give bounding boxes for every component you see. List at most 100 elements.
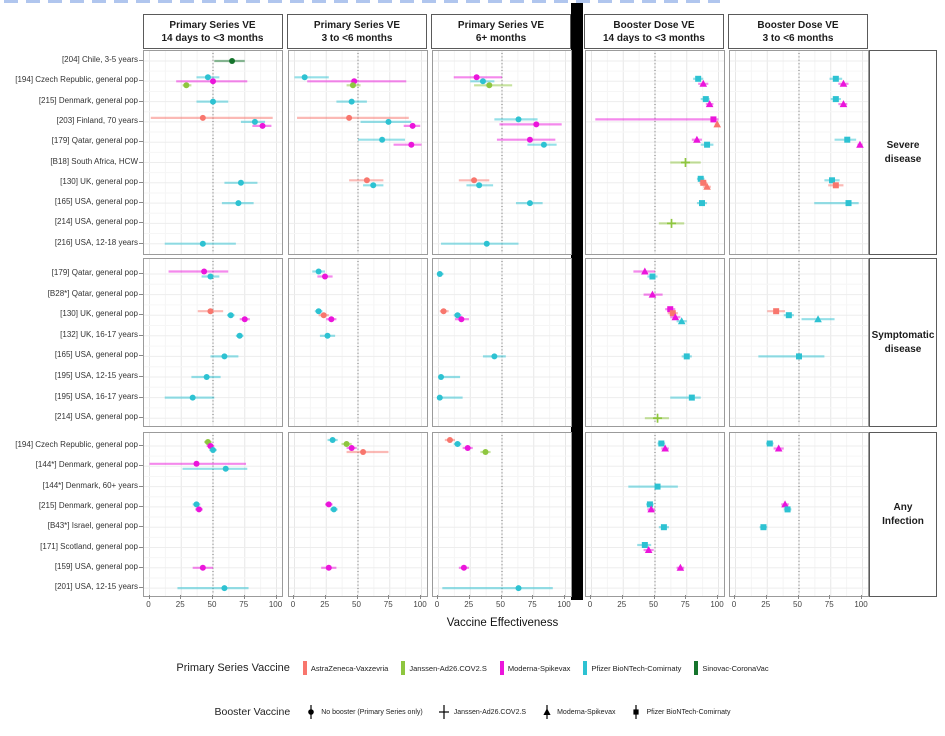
study-label: [B43*] Israel, general pop <box>47 521 138 531</box>
data-point <box>785 312 792 319</box>
panel-plot <box>585 433 724 596</box>
x-tick-label: 100 <box>854 600 868 609</box>
y-tick-mark <box>139 505 143 507</box>
square-glyph-icon <box>633 705 640 719</box>
data-point <box>301 74 308 81</box>
study-label: [130] UK, general pop <box>60 309 138 319</box>
study-label: [165] USA, general pop <box>54 197 138 207</box>
data-point <box>648 273 655 280</box>
data-point <box>832 75 839 82</box>
panel-header-p2: Primary Series VE 3 to <6 months <box>287 14 427 49</box>
data-point <box>348 98 355 105</box>
study-label: [195] USA, 12-15 years <box>54 371 138 380</box>
y-tick-mark <box>139 293 143 295</box>
data-point <box>221 353 228 360</box>
x-tick-label: 50 <box>352 600 361 609</box>
data-point <box>378 136 385 143</box>
panel-plot <box>432 259 571 426</box>
study-label: [203] Finland, 70 years <box>56 115 138 125</box>
data-point <box>832 182 839 189</box>
y-tick-mark <box>139 242 143 244</box>
x-tick-label: 50 <box>496 600 505 609</box>
data-point <box>409 122 416 129</box>
data-point <box>196 506 203 513</box>
booster-legend: Booster Vaccine No booster (Primary Seri… <box>0 703 945 721</box>
data-point <box>210 447 216 453</box>
panel-2-p1 <box>143 432 283 597</box>
primary-legend-entry: Pfizer BioNTech-Comirnaty <box>583 661 681 675</box>
data-point <box>839 79 847 87</box>
x-tick-mark <box>590 595 591 599</box>
data-point <box>483 240 490 247</box>
data-point <box>795 353 802 360</box>
panel-header-b1: Booster Dose VE 14 days to <3 months <box>584 14 724 49</box>
legend-label: Pfizer BioNTech-Comirnaty <box>646 708 731 716</box>
panel-plot <box>288 51 427 254</box>
data-point <box>193 460 200 467</box>
x-tick-label: 0 <box>434 600 440 609</box>
y-tick-mark <box>139 396 143 398</box>
data-point <box>475 182 482 189</box>
primary-series-legend: Primary Series Vaccine AstraZeneca-Vaxze… <box>0 661 945 675</box>
data-point <box>702 182 711 190</box>
data-point <box>229 58 236 64</box>
x-tick-label: 0 <box>290 600 296 609</box>
data-point <box>654 483 661 490</box>
data-point <box>540 141 547 148</box>
x-tick-mark <box>532 595 534 599</box>
x-tick-mark <box>829 595 831 599</box>
data-point <box>207 273 214 280</box>
data-point <box>454 312 461 319</box>
data-point <box>349 82 356 89</box>
data-point <box>345 114 352 121</box>
primary-legend-entry: Moderna-Spikevax <box>499 661 570 675</box>
x-tick-label: 100 <box>268 600 283 609</box>
data-point <box>692 135 701 143</box>
x-tick-label: 100 <box>413 600 427 609</box>
booster-legend-entry: Moderna-Spikevax <box>541 703 615 721</box>
data-point <box>485 82 492 89</box>
study-label: [194] Czech Republic, general pop <box>15 440 138 449</box>
x-tick-label: 25 <box>761 600 771 609</box>
x-tick-label: 25 <box>320 600 330 609</box>
data-point <box>646 505 655 513</box>
study-label: [215] Denmark, general pop <box>38 500 138 510</box>
panel-0-p2 <box>287 50 428 255</box>
primary-legend-title: Primary Series Vaccine <box>176 662 290 674</box>
y-tick-mark <box>139 222 143 224</box>
panel-2-b2 <box>728 432 869 597</box>
panel-2-p2 <box>287 432 428 597</box>
y-tick-mark <box>139 566 143 568</box>
panel-header-b2: Booster Dose VE 3 to <6 months <box>728 14 868 49</box>
data-point <box>251 118 258 125</box>
study-label: [B18] South Africa, HCW <box>50 156 138 166</box>
x-tick-label: 25 <box>617 600 627 609</box>
y-tick-mark <box>139 445 143 446</box>
panel-plot <box>432 51 571 254</box>
x-tick-label: 75 <box>239 600 249 609</box>
x-tick-mark <box>148 595 150 599</box>
y-tick-mark <box>139 465 143 467</box>
study-label: [214] USA, general pop <box>54 412 138 422</box>
data-point <box>464 445 471 451</box>
x-tick-mark <box>420 595 421 599</box>
data-point <box>210 98 216 105</box>
x-tick-label: 50 <box>207 600 217 609</box>
data-point <box>698 200 705 207</box>
data-point <box>321 273 328 280</box>
data-point <box>446 437 453 443</box>
study-label: [195] USA, 16-17 years <box>54 391 138 401</box>
x-tick-label: 50 <box>793 600 802 609</box>
y-tick-mark <box>139 60 143 61</box>
y-tick-mark <box>139 141 143 143</box>
legend-label: Janssen-Ad26.COV2.S <box>409 663 487 673</box>
x-tick-mark <box>243 595 245 599</box>
data-point <box>460 564 467 571</box>
study-label: [214] USA, general pop <box>54 217 138 227</box>
panel-plot <box>288 259 427 426</box>
x-tick-mark <box>500 595 502 599</box>
data-point <box>237 179 244 186</box>
data-point <box>766 440 773 447</box>
data-point <box>222 465 229 472</box>
x-tick-label: 0 <box>146 600 151 609</box>
